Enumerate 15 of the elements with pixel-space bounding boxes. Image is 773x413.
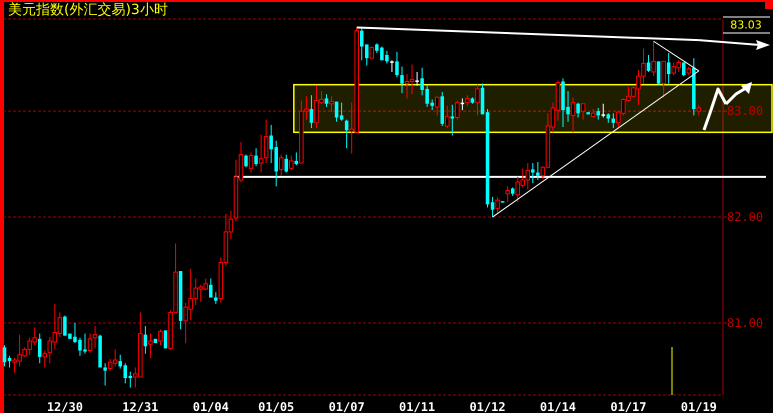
x-tick-label: 01/05	[258, 400, 294, 413]
y-tick-label: 82.00	[727, 210, 764, 224]
text: 83.03	[730, 18, 762, 32]
y-tick-label: 81.00	[727, 316, 764, 330]
y-tick-label: 83.00	[727, 104, 764, 118]
x-tick-label: 01/11	[399, 400, 436, 413]
x-tick-label: 01/07	[328, 400, 365, 413]
x-tick-label: 12/30	[46, 400, 83, 413]
x-tick-label: 01/04	[192, 400, 229, 413]
x-tick-label: 01/19	[680, 400, 717, 413]
x-tick-label: 12/31	[122, 400, 158, 413]
x-tick-label: 01/14	[540, 400, 576, 413]
x-tick-label: 01/17	[610, 400, 646, 413]
chart-title: 美元指数(外汇交易)3小时	[8, 2, 168, 18]
x-tick-label: 01/12	[469, 400, 506, 413]
